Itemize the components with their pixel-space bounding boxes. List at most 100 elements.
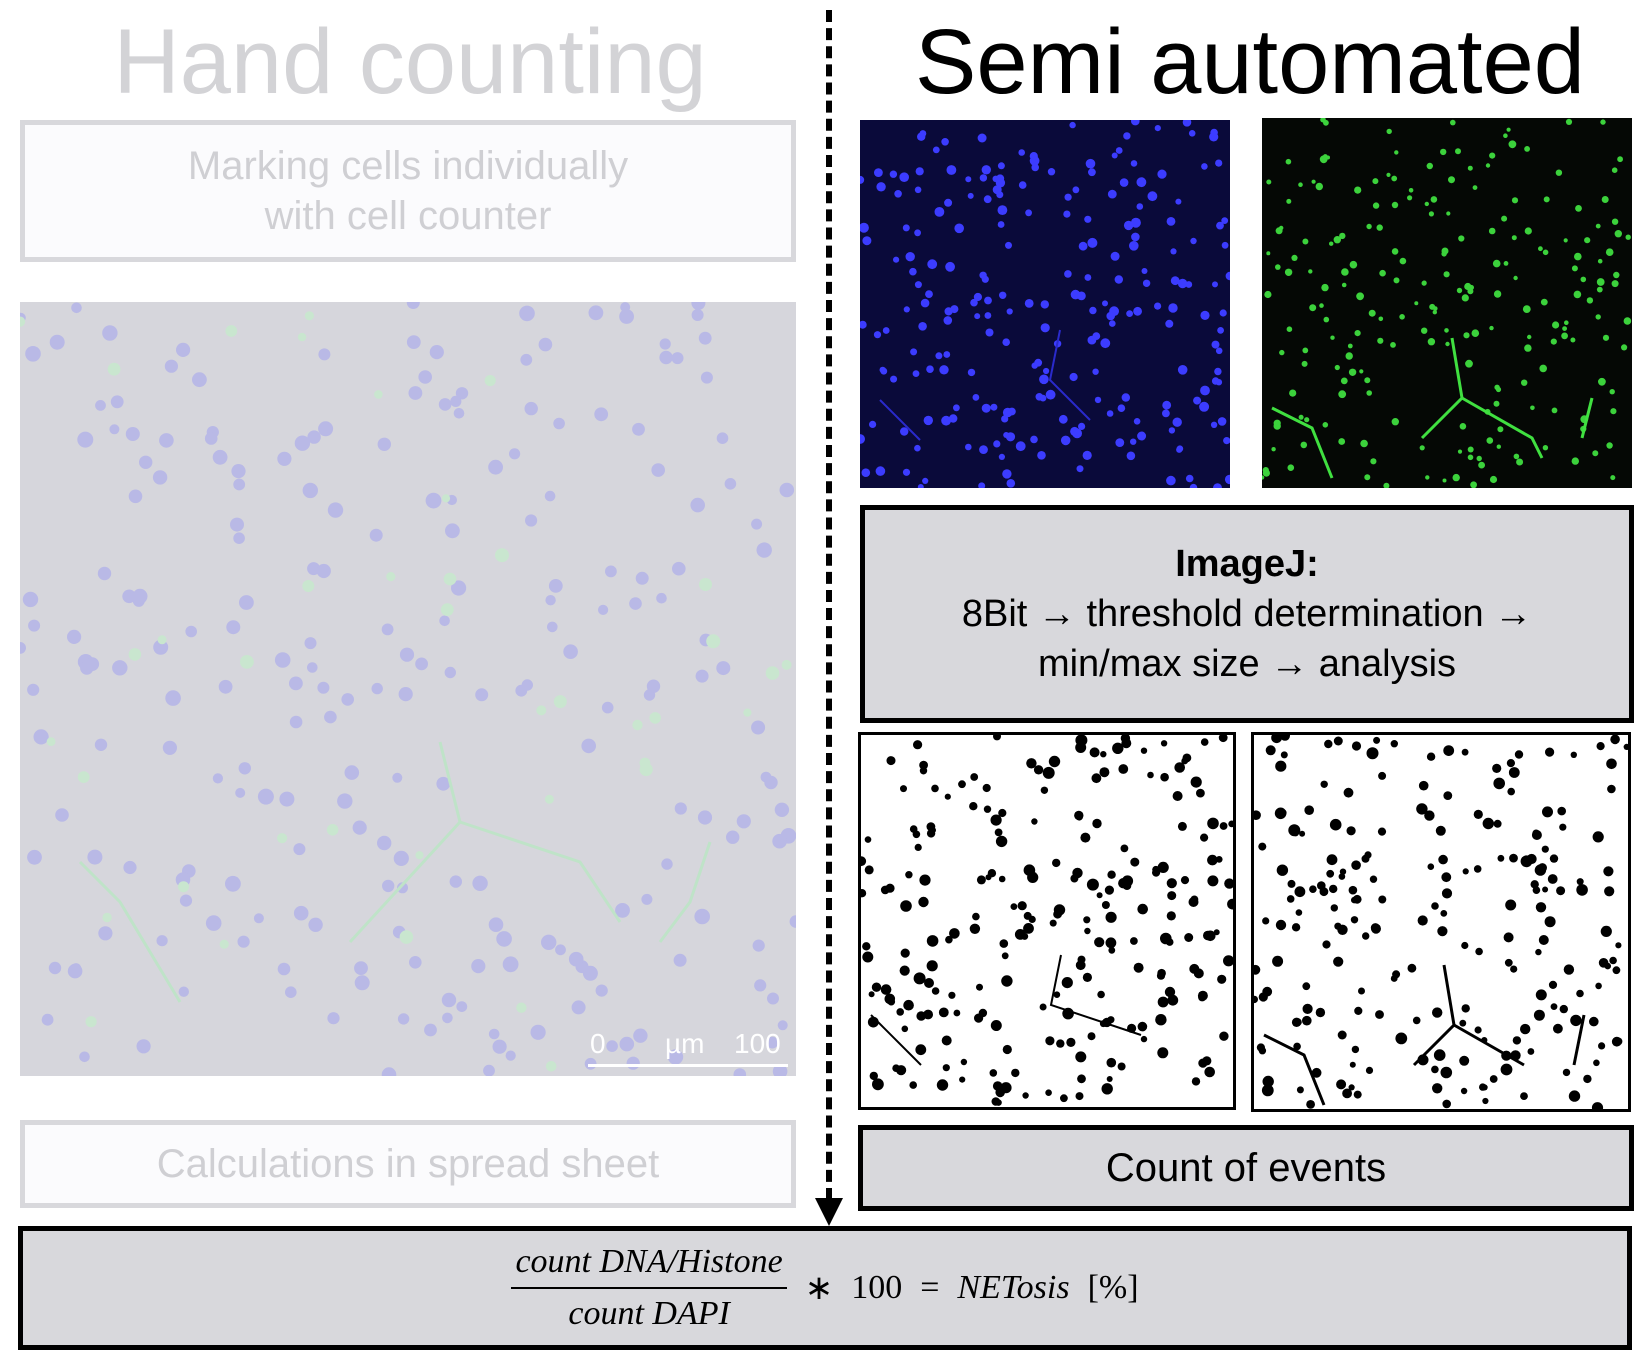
net-strand (1048, 329, 1091, 421)
cell-dot (1266, 251, 1271, 256)
cell-dot (1101, 1083, 1113, 1095)
cell-dot (1213, 483, 1222, 488)
cell-dot (1370, 458, 1377, 465)
cell-dot (993, 440, 1001, 448)
cell-dot (1373, 736, 1381, 744)
cell-dot (1133, 418, 1141, 425)
cell-dot (1414, 301, 1419, 306)
cell-dot (1478, 461, 1485, 469)
cell-dot (1580, 276, 1587, 283)
cell-dot (1271, 447, 1276, 452)
cell-dot (1379, 269, 1386, 277)
cell-dot (1614, 230, 1622, 238)
cell-dot (1506, 759, 1515, 768)
count-events-box: Count of events (858, 1125, 1634, 1211)
cell-dot (79, 1051, 90, 1063)
cell-dot (1493, 400, 1500, 407)
cell-dot (1109, 320, 1116, 327)
cell-dot (374, 390, 383, 399)
cell-dot (1025, 209, 1032, 217)
cell-dot (318, 348, 331, 361)
cell-dot (1166, 475, 1176, 486)
cell-dot (914, 281, 922, 289)
cell-dot (1427, 338, 1436, 346)
cell-dot (139, 455, 153, 469)
cell-dot (555, 944, 566, 956)
cell-dot (1018, 149, 1025, 156)
cell-dot (1112, 742, 1124, 754)
cell-dot (1322, 422, 1329, 428)
cell-dot (449, 875, 462, 888)
cell-dot (1193, 396, 1202, 405)
cell-dot (981, 165, 991, 175)
cell-dot (122, 589, 136, 604)
net-strand (1580, 397, 1594, 439)
cell-dot (1105, 937, 1117, 949)
cell-dot (1562, 326, 1567, 331)
cell-dot (1542, 445, 1549, 451)
cell-dot (1188, 897, 1199, 907)
cell-dot (1475, 947, 1483, 956)
cell-dot (1072, 867, 1083, 879)
cell-dot (1172, 417, 1182, 427)
cell-dot (1617, 156, 1623, 163)
cell-dot (1005, 241, 1012, 249)
cell-dot (954, 223, 964, 234)
cell-dot (128, 489, 143, 504)
cell-dot (984, 312, 992, 319)
cell-dot (1063, 210, 1071, 218)
cell-dot (455, 387, 469, 400)
cell-dot (659, 338, 671, 350)
cell-dot (672, 561, 686, 576)
cell-dot (1338, 438, 1346, 445)
cell-dot (999, 291, 1007, 299)
cell-dot (67, 963, 83, 979)
cell-dot (1441, 247, 1449, 255)
marking-cells-box: Marking cells individually with cell cou… (20, 120, 796, 262)
cell-dot (1542, 249, 1549, 256)
histone-image (1262, 118, 1632, 488)
cell-dot (1530, 405, 1535, 411)
cell-dot (1326, 854, 1338, 866)
cell-dot (536, 705, 547, 716)
cell-dot (1386, 172, 1391, 177)
cell-dot (1177, 365, 1188, 375)
cell-dot (318, 421, 334, 437)
cell-dot (1601, 196, 1609, 203)
cell-dot (1120, 844, 1129, 853)
cell-dot (1199, 401, 1210, 412)
cell-dot (1040, 300, 1049, 309)
cell-dot (87, 849, 103, 865)
cell-dot (1559, 823, 1567, 831)
cell-dot (985, 328, 994, 337)
cell-dot (901, 1025, 909, 1033)
cell-dot (327, 1012, 340, 1025)
formula-equals: = (920, 1269, 940, 1306)
cell-dot (337, 793, 353, 809)
cell-dot (235, 787, 246, 798)
cell-dot (1193, 968, 1204, 979)
cell-dot (1086, 878, 1099, 891)
cell-dot (1563, 964, 1575, 975)
cell-dot (781, 659, 792, 670)
cell-dot (1136, 177, 1147, 188)
cell-dot (1482, 1097, 1489, 1105)
cell-dot (152, 470, 168, 485)
cell-dot (1189, 483, 1198, 488)
cell-dot (944, 793, 951, 800)
cell-dot (1309, 885, 1317, 893)
cell-dot (1321, 283, 1329, 292)
cell-dot (1304, 417, 1310, 423)
cell-dot (1600, 925, 1612, 937)
cell-dot (1320, 118, 1326, 123)
cell-dot (1302, 1015, 1312, 1026)
cell-dot (876, 182, 886, 192)
cell-dot (538, 337, 553, 352)
cell-dot (927, 259, 938, 270)
cell-dot (1258, 842, 1267, 851)
cell-dot (393, 850, 409, 867)
cell-dot (1353, 1090, 1362, 1099)
cell-dot (1329, 818, 1342, 831)
cell-dot (205, 915, 222, 931)
cell-dot (924, 978, 934, 988)
